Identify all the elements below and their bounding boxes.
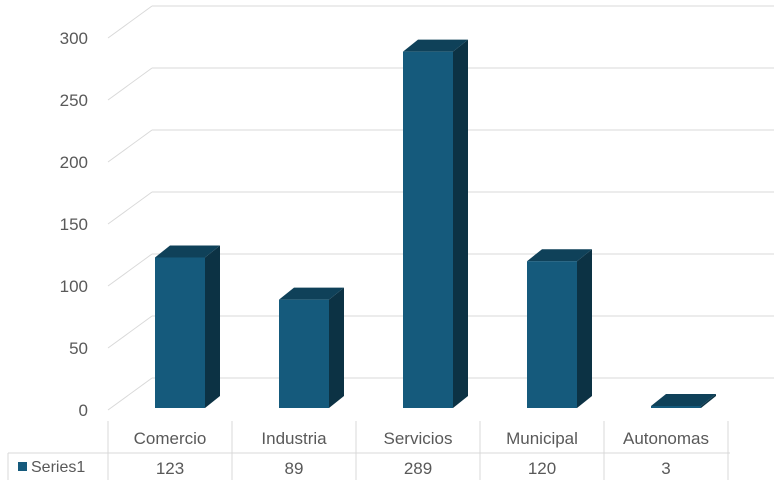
legend-swatch	[18, 462, 27, 471]
category-label: Municipal	[506, 429, 578, 448]
category-label: Comercio	[134, 429, 207, 448]
gridline-diagonal	[108, 6, 152, 38]
gridline-diagonal	[108, 378, 152, 410]
legend-series-name: Series1	[31, 459, 85, 476]
gridline-diagonal	[108, 254, 152, 286]
gridline-diagonal	[108, 130, 152, 162]
bar-front-face	[155, 257, 205, 408]
data-label: 120	[528, 459, 556, 478]
y-tick-label: 200	[60, 153, 88, 172]
bars	[155, 40, 716, 408]
bar-municipal	[527, 249, 592, 408]
y-tick-label: 100	[60, 277, 88, 296]
bar-side-face	[329, 288, 344, 408]
bar-servicios	[403, 40, 468, 408]
category-label: Industria	[261, 429, 327, 448]
bar-front-face	[651, 406, 701, 408]
gridline-diagonal	[108, 316, 152, 348]
gridline-diagonal	[108, 192, 152, 224]
y-tick-label: 300	[60, 29, 88, 48]
bar-side-face	[205, 245, 220, 408]
bar-industria	[279, 288, 344, 408]
category-label: Servicios	[384, 429, 453, 448]
bar-side-face	[453, 40, 468, 408]
category-label: Autonomas	[623, 429, 709, 448]
y-tick-label: 250	[60, 91, 88, 110]
y-tick-label: 50	[69, 339, 88, 358]
data-label: 3	[661, 459, 670, 478]
bar-autonomas	[651, 394, 716, 408]
data-table: Comercio 123 Industria 89 Servicios 289 Munici…	[8, 421, 730, 480]
y-axis-tick-labels: 0 50 100 150 200 250 300	[60, 29, 88, 420]
y-tick-label: 150	[60, 215, 88, 234]
data-label: 89	[285, 459, 304, 478]
bar-top-face	[651, 394, 716, 406]
bar-front-face	[403, 52, 453, 408]
gridline-diagonal	[108, 68, 152, 100]
bar-comercio	[155, 245, 220, 408]
bar-front-face	[527, 261, 577, 408]
y-tick-label: 0	[79, 401, 88, 420]
bar-front-face	[279, 300, 329, 408]
data-label: 123	[156, 459, 184, 478]
data-label: 289	[404, 459, 432, 478]
bar-side-face	[577, 249, 592, 408]
